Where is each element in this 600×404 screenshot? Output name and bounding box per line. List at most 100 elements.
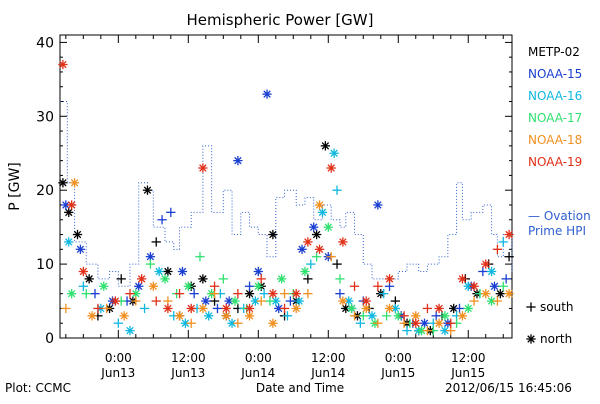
x-tick-date: Jun13 bbox=[100, 366, 135, 380]
data-point-noaa-15-south bbox=[157, 215, 167, 225]
data-point-noaa-19-north bbox=[221, 303, 231, 314]
data-point-noaa-17-south bbox=[81, 289, 91, 299]
data-point-noaa-17-north bbox=[99, 281, 109, 291]
data-point-metp-02-north bbox=[84, 274, 94, 284]
data-point-noaa-15-south bbox=[166, 207, 176, 218]
data-point-noaa-19-south bbox=[492, 244, 503, 254]
data-point-noaa-18-south bbox=[446, 325, 456, 336]
y-axis-label: P [GW] bbox=[7, 162, 23, 211]
data-point-noaa-18-north bbox=[338, 296, 348, 306]
data-point-metp-02-north bbox=[244, 289, 255, 299]
data-point-noaa-16-south bbox=[139, 303, 150, 314]
data-point-noaa-15-north bbox=[61, 200, 71, 210]
data-point-noaa-16-south bbox=[113, 318, 123, 328]
data-point-noaa-19-north bbox=[186, 303, 196, 314]
data-point-noaa-16-north bbox=[486, 266, 497, 277]
y-tick-label: 0 bbox=[45, 331, 54, 347]
data-point-noaa-19-north bbox=[338, 237, 348, 247]
data-point-noaa-17-north bbox=[253, 281, 263, 291]
data-point-noaa-19-north bbox=[291, 289, 301, 299]
x-tick-time: 0:00 bbox=[105, 351, 132, 365]
data-point-noaa-16-north bbox=[317, 207, 328, 218]
data-point-noaa-17-south bbox=[335, 274, 345, 284]
data-point-noaa-17-north bbox=[230, 296, 240, 306]
data-point-noaa-16-north bbox=[329, 148, 339, 158]
data-point-noaa-16-south bbox=[355, 318, 366, 328]
data-point-noaa-18-south bbox=[349, 311, 360, 321]
data-point-noaa-15-north bbox=[177, 266, 188, 277]
data-point-noaa-19-north bbox=[67, 200, 77, 210]
data-point-noaa-17-north bbox=[323, 222, 333, 232]
data-point-noaa-19-south bbox=[422, 303, 433, 314]
data-point-noaa-17-north bbox=[300, 266, 310, 277]
data-point-noaa-16-south bbox=[78, 281, 88, 291]
data-point-metp-02-south bbox=[504, 252, 514, 262]
data-point-noaa-17-north bbox=[416, 325, 427, 336]
data-point-noaa-18-south bbox=[279, 289, 290, 299]
data-point-noaa-18-south bbox=[399, 318, 409, 328]
data-point-metp-02-south bbox=[390, 296, 401, 306]
data-point-noaa-19-north bbox=[303, 237, 313, 247]
x-tick-time: 0:00 bbox=[385, 351, 412, 365]
data-point-metp-02-north bbox=[268, 229, 278, 240]
data-point-noaa-19-north bbox=[110, 296, 121, 306]
data-point-noaa-16-south bbox=[282, 311, 293, 321]
data-point-noaa-18-north bbox=[198, 303, 208, 314]
data-point-noaa-17-north bbox=[131, 289, 141, 299]
legend-marker-north bbox=[526, 334, 536, 344]
data-point-noaa-17-north bbox=[486, 296, 497, 306]
y-tick-label: 20 bbox=[36, 183, 54, 199]
legend-marker-label-south: south bbox=[540, 300, 574, 314]
data-point-noaa-15-north bbox=[253, 266, 263, 277]
plot-frame bbox=[59, 34, 513, 339]
data-point-noaa-19-north bbox=[384, 274, 395, 284]
data-point-noaa-15-north bbox=[297, 244, 307, 254]
y-tick-label: 10 bbox=[36, 257, 54, 273]
data-point-noaa-16-north bbox=[204, 311, 214, 321]
data-point-noaa-18-south bbox=[131, 296, 141, 306]
data-point-noaa-16-north bbox=[64, 237, 74, 247]
data-point-noaa-18-south bbox=[303, 289, 313, 299]
data-point-noaa-18-south bbox=[373, 318, 383, 328]
data-point-noaa-15-north bbox=[75, 244, 86, 254]
data-point-noaa-16-north bbox=[154, 266, 164, 277]
data-point-noaa-18-north bbox=[434, 318, 444, 328]
data-point-noaa-15-south bbox=[384, 281, 395, 291]
data-point-metp-02-south bbox=[116, 274, 126, 284]
data-point-noaa-18-north bbox=[504, 289, 514, 299]
data-point-noaa-15-south bbox=[244, 281, 255, 291]
data-point-noaa-18-south bbox=[102, 303, 112, 314]
data-point-noaa-19-north bbox=[411, 318, 421, 328]
data-point-noaa-18-north bbox=[148, 281, 158, 291]
data-point-noaa-16-north bbox=[440, 325, 450, 336]
data-point-noaa-16-north bbox=[227, 318, 237, 328]
data-point-noaa-18-north bbox=[244, 311, 255, 321]
data-point-noaa-19-south bbox=[279, 303, 290, 314]
plot-timestamp: 2012/06/15 16:45:06 bbox=[445, 381, 572, 395]
data-point-metp-02-north bbox=[163, 266, 173, 277]
x-tick-time: 12:00 bbox=[451, 351, 486, 365]
data-point-noaa-19-north bbox=[361, 296, 371, 306]
data-point-noaa-18-south bbox=[256, 296, 266, 306]
data-point-noaa-19-north bbox=[481, 259, 491, 269]
data-point-noaa-16-north bbox=[344, 296, 354, 306]
data-point-noaa-16-north bbox=[180, 318, 191, 328]
data-point-noaa-17-north bbox=[276, 274, 287, 284]
data-point-noaa-19-north bbox=[434, 303, 444, 314]
data-point-noaa-18-north bbox=[411, 311, 421, 321]
data-point-noaa-18-south bbox=[469, 296, 479, 306]
data-point-noaa-15-north bbox=[201, 296, 211, 306]
data-point-noaa-19-south bbox=[93, 303, 103, 314]
data-point-noaa-16-north bbox=[367, 311, 377, 321]
data-point-metp-02-south bbox=[303, 274, 313, 284]
x-tick-time: 0:00 bbox=[245, 351, 272, 365]
data-point-noaa-18-south bbox=[209, 289, 220, 299]
data-point-noaa-19-south bbox=[399, 311, 409, 321]
data-point-noaa-19-north bbox=[58, 59, 68, 70]
plot-credit: Plot: CCMC bbox=[5, 381, 71, 395]
legend-ovation-line2: Prime HPI bbox=[528, 224, 586, 238]
data-point-noaa-19-south bbox=[125, 289, 135, 299]
data-point-noaa-17-north bbox=[183, 281, 193, 291]
